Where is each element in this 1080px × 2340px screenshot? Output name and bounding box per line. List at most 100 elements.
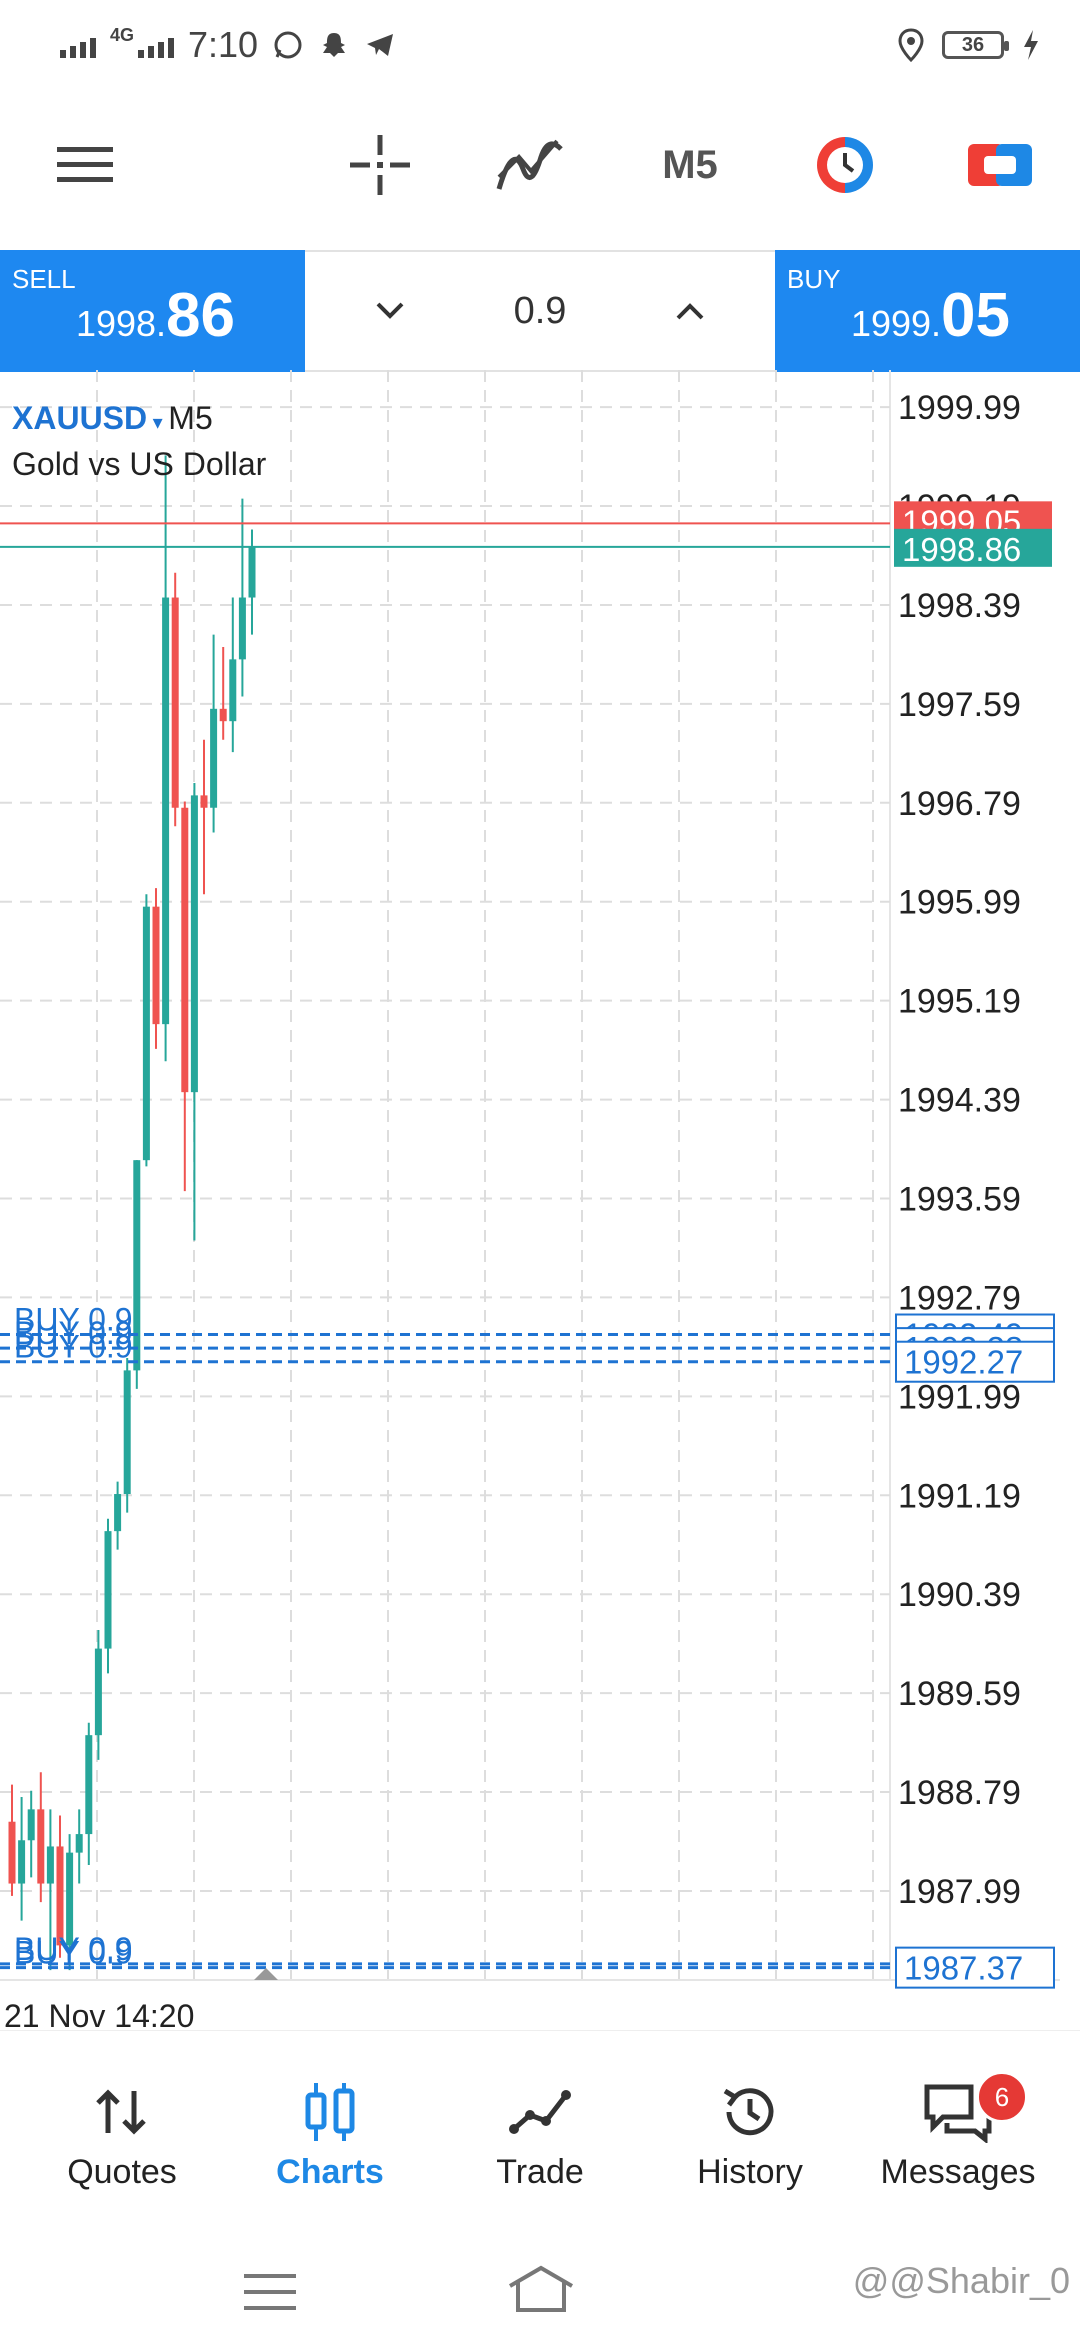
buy-label: BUY [787, 264, 841, 294]
nav-charts-icon-wrap [222, 2077, 438, 2147]
order-price-label: 1987.37 [904, 1950, 1023, 1987]
one-click-trading-button[interactable] [800, 100, 890, 230]
whatsapp-icon [274, 31, 302, 59]
order-price-label: 1992.27 [904, 1344, 1023, 1381]
messages-badge: 6 [976, 2071, 1028, 2123]
signal-icon-2 [138, 32, 175, 58]
candle-body [248, 546, 256, 598]
price-axis-label: 1991.19 [898, 1477, 1021, 1515]
candle-body [75, 1834, 83, 1853]
status-bar: 4G 7:10 36 [0, 0, 1080, 90]
candle-body [85, 1735, 93, 1835]
one-click-trading-icon [817, 137, 873, 193]
candle-body [152, 906, 160, 1025]
sell-button[interactable]: SELL 1998.86 [0, 250, 305, 372]
nav-trade-label: Trade [496, 2153, 584, 2191]
location-icon [898, 28, 924, 62]
chart-symbol[interactable]: XAUUSD [12, 400, 148, 436]
price-axis-label: 1999.99 [898, 389, 1021, 427]
chart-toggle-icon [968, 144, 1032, 186]
order-price-box [895, 1340, 1055, 1383]
sell-price-main: 1998. [75, 303, 167, 344]
candle-body [200, 795, 208, 808]
clock: 7:10 [188, 24, 259, 65]
candle-body [123, 1370, 131, 1495]
chart-description: Gold vs US Dollar [12, 446, 267, 482]
candle-body [238, 597, 246, 660]
nav-quotes[interactable]: Quotes [14, 2031, 230, 2231]
nav-history-icon-wrap [642, 2077, 858, 2147]
buy-price-pips: 05 [941, 281, 1010, 350]
chevron-down-icon [376, 302, 404, 319]
chart-toggle-button[interactable] [960, 100, 1040, 230]
lot-decrease-button[interactable] [345, 252, 435, 370]
sell-price: 1998.86 [76, 280, 235, 351]
price-axis-label: 1993.59 [898, 1180, 1021, 1218]
system-navigation: @@Shabir_0 [0, 2230, 1080, 2340]
order-line-label: BUY 0.9 [14, 1931, 133, 1967]
price-chart[interactable]: 1999.991999.191998.391997.591996.791995.… [0, 370, 1080, 2034]
buy-button[interactable]: BUY 1999.05 [775, 250, 1080, 372]
chart-toolbar: M5 [0, 100, 1080, 230]
charts-icon [305, 2083, 355, 2141]
telegram-icon [367, 34, 394, 56]
buy-price-main: 1999. [850, 303, 942, 344]
nav-messages[interactable]: 6 Messages [850, 2031, 1066, 2231]
candle-body [162, 597, 170, 1025]
chart-shift-marker-icon [254, 1968, 278, 1980]
network-type: 4G [110, 25, 135, 45]
price-axis-label: 1991.99 [898, 1378, 1021, 1416]
candle-body [66, 1852, 74, 1946]
nav-trade[interactable]: Trade [432, 2031, 648, 2231]
timeframe-button[interactable]: M5 [662, 142, 718, 187]
home-icon[interactable] [506, 2264, 576, 2314]
candle-body [94, 1648, 102, 1736]
price-axis-label: 1995.19 [898, 983, 1021, 1021]
nav-charts[interactable]: Charts [222, 2031, 438, 2231]
battery-icon: 36 [942, 31, 1009, 59]
candle-body [210, 708, 218, 808]
bottom-navigation: Quotes Charts Trade History 6 Messages [0, 2030, 1080, 2231]
order-price-box [895, 1946, 1055, 1989]
crosshair-button[interactable] [330, 100, 430, 230]
nav-quotes-label: Quotes [67, 2153, 177, 2191]
status-left: 4G 7:10 [60, 20, 396, 70]
buy-price: 1999.05 [851, 280, 1010, 351]
crosshair-icon [350, 135, 410, 195]
quotes-icon [96, 2089, 146, 2135]
candle-body [171, 597, 179, 808]
menu-icon[interactable] [244, 2272, 296, 2312]
bid-price-box [894, 528, 1052, 567]
candle-body [190, 795, 198, 1093]
menu-icon [57, 147, 113, 182]
candle-body [8, 1821, 16, 1884]
price-axis-label: 1992.79 [898, 1279, 1021, 1317]
signal-icon [60, 32, 96, 58]
menu-button[interactable] [40, 100, 130, 230]
candlestick-chart[interactable]: 1999.991999.191998.391997.591996.791995.… [0, 370, 1080, 2030]
order-line-label: BUY 0.9 [14, 1935, 133, 1971]
price-axis-label: 1994.39 [898, 1082, 1021, 1120]
price-axis-label: 1997.59 [898, 686, 1021, 724]
nav-charts-label: Charts [276, 2153, 384, 2191]
status-right: 36 [898, 20, 1040, 70]
price-axis-label: 1995.99 [898, 884, 1021, 922]
charging-icon [1024, 30, 1038, 60]
lot-increase-button[interactable] [645, 252, 735, 370]
candle-body [229, 659, 237, 722]
chart-date-label: 21 Nov 14:20 [4, 1998, 195, 2034]
indicators-button[interactable] [480, 100, 580, 230]
candle-body [37, 1809, 45, 1884]
nav-history[interactable]: History [642, 2031, 858, 2231]
nav-messages-icon-wrap [850, 2077, 1066, 2147]
candle-body [142, 906, 150, 1161]
lot-size-value[interactable]: 0.9 [513, 290, 567, 332]
price-axis-label: 1989.59 [898, 1675, 1021, 1713]
price-axis-label: 1987.99 [898, 1873, 1021, 1911]
candle-body [219, 708, 227, 722]
sell-label: SELL [12, 264, 76, 294]
lot-size-control: 0.9 [305, 250, 775, 372]
watermark: @@Shabir_0 [852, 2260, 1070, 2301]
history-icon [723, 2088, 774, 2136]
candle-body [27, 1809, 35, 1841]
